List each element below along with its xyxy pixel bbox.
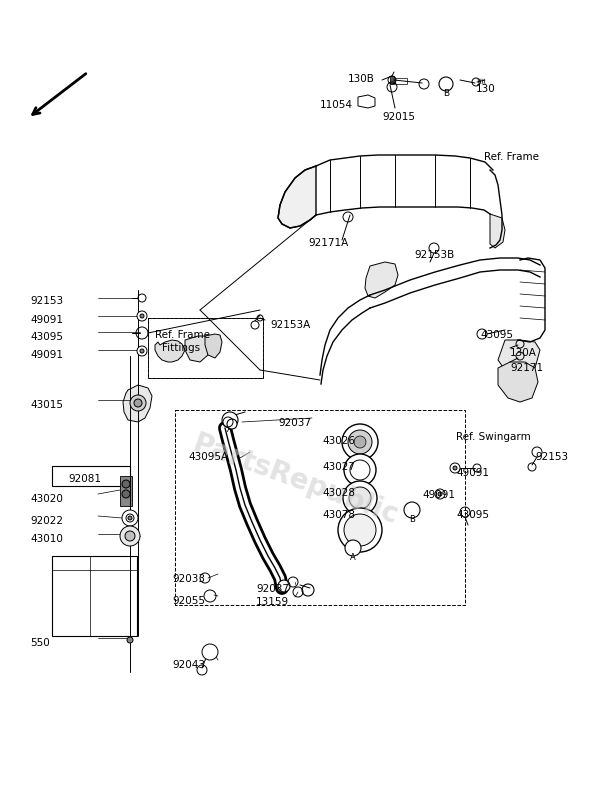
Polygon shape <box>205 334 222 358</box>
Text: Ref. Frame: Ref. Frame <box>484 152 539 162</box>
Circle shape <box>120 526 140 546</box>
Polygon shape <box>498 362 538 402</box>
Text: 43095: 43095 <box>30 332 63 342</box>
Circle shape <box>348 430 372 454</box>
Circle shape <box>126 514 134 522</box>
Text: 92171: 92171 <box>510 363 543 373</box>
Circle shape <box>349 487 371 509</box>
Bar <box>52 556 137 636</box>
Bar <box>148 318 263 378</box>
Text: 92153: 92153 <box>30 296 63 306</box>
Circle shape <box>344 514 376 546</box>
Polygon shape <box>498 340 540 372</box>
Text: 49091: 49091 <box>456 468 489 478</box>
Circle shape <box>453 466 457 470</box>
Bar <box>120 476 132 506</box>
Text: Ref. Frame: Ref. Frame <box>155 330 210 340</box>
Circle shape <box>438 492 442 496</box>
Circle shape <box>450 463 460 473</box>
Circle shape <box>137 346 147 356</box>
Text: 49091: 49091 <box>30 350 63 360</box>
Text: 550: 550 <box>30 638 49 648</box>
Polygon shape <box>185 336 210 362</box>
Text: 92037: 92037 <box>256 584 289 594</box>
Text: A: A <box>350 553 356 562</box>
Text: 92153B: 92153B <box>414 250 454 260</box>
Text: 92153A: 92153A <box>270 320 310 330</box>
Text: 43010: 43010 <box>30 534 63 544</box>
Circle shape <box>278 580 290 592</box>
Circle shape <box>344 454 376 486</box>
Text: 43020: 43020 <box>30 494 63 504</box>
Text: PartsRepublic: PartsRepublic <box>188 430 402 531</box>
Polygon shape <box>278 166 316 228</box>
Circle shape <box>140 349 144 353</box>
Text: Ref. Swingarm: Ref. Swingarm <box>456 432 531 442</box>
Circle shape <box>122 490 130 498</box>
Bar <box>395 78 407 84</box>
Text: A: A <box>227 425 233 434</box>
Polygon shape <box>123 385 152 422</box>
Text: 130B: 130B <box>348 74 375 84</box>
Text: 92081: 92081 <box>68 474 101 484</box>
Text: 49091: 49091 <box>422 490 455 500</box>
Text: 43078: 43078 <box>322 510 355 520</box>
Text: 92033: 92033 <box>172 574 205 584</box>
Circle shape <box>354 436 366 448</box>
Text: 92015: 92015 <box>382 112 415 122</box>
Text: 43095A: 43095A <box>188 452 228 462</box>
Bar <box>390 76 394 84</box>
Text: 11054: 11054 <box>320 100 353 110</box>
Circle shape <box>227 419 237 429</box>
Circle shape <box>134 399 142 407</box>
Text: 92043: 92043 <box>172 660 205 670</box>
Bar <box>175 410 465 605</box>
Text: 130: 130 <box>476 84 496 94</box>
Circle shape <box>342 424 378 460</box>
Circle shape <box>127 637 133 643</box>
Text: B: B <box>409 515 415 524</box>
Text: 92022: 92022 <box>30 516 63 526</box>
Circle shape <box>137 311 147 321</box>
Text: B: B <box>443 89 449 98</box>
Text: 130A: 130A <box>510 348 537 358</box>
Text: 43095: 43095 <box>480 330 513 340</box>
Circle shape <box>140 314 144 318</box>
Circle shape <box>435 489 445 499</box>
Bar <box>148 318 263 378</box>
Circle shape <box>122 480 130 488</box>
Text: 43028: 43028 <box>322 488 355 498</box>
Text: 43027: 43027 <box>322 462 355 472</box>
Circle shape <box>202 644 218 660</box>
Circle shape <box>130 395 146 411</box>
Circle shape <box>122 510 138 526</box>
Text: 43095: 43095 <box>456 510 489 520</box>
Circle shape <box>338 508 382 552</box>
Text: 92153: 92153 <box>535 452 568 462</box>
Text: 13159: 13159 <box>256 597 289 607</box>
Circle shape <box>128 516 132 520</box>
Circle shape <box>343 481 377 515</box>
Circle shape <box>404 502 420 518</box>
Circle shape <box>439 77 453 91</box>
Polygon shape <box>365 262 398 298</box>
Bar <box>52 466 130 486</box>
Circle shape <box>125 531 135 541</box>
Circle shape <box>345 540 361 556</box>
Circle shape <box>222 412 238 428</box>
Polygon shape <box>490 214 505 248</box>
Text: 43026: 43026 <box>322 436 355 446</box>
Text: 92055: 92055 <box>172 596 205 606</box>
Text: 92037: 92037 <box>278 418 311 428</box>
Text: 92171A: 92171A <box>308 238 348 248</box>
Text: 49091: 49091 <box>30 315 63 325</box>
Polygon shape <box>155 340 185 362</box>
Text: 43015: 43015 <box>30 400 63 410</box>
Text: Fittings: Fittings <box>162 343 200 353</box>
